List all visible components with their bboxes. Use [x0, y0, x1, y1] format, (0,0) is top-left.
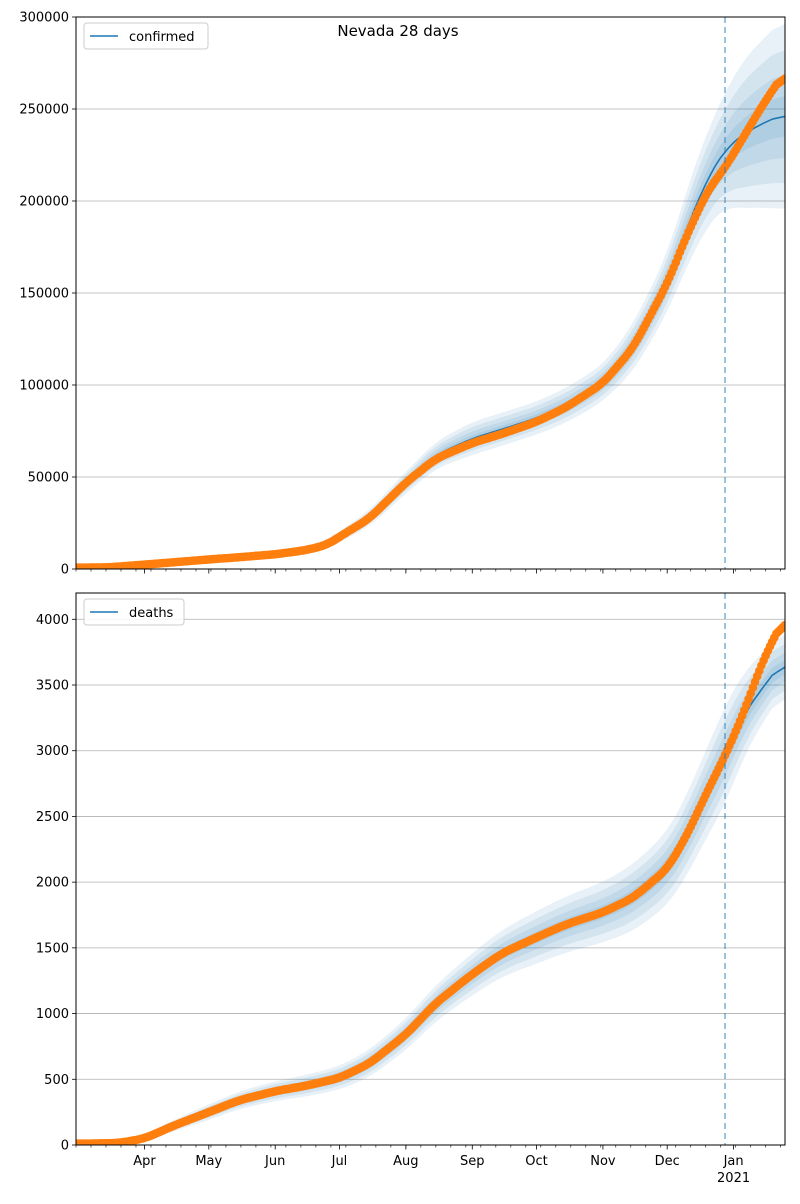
x-tick-label: Jan	[723, 1154, 744, 1169]
legend-label: confirmed	[129, 30, 195, 45]
y-tick-label: 50000	[28, 471, 69, 486]
x-tick-label: Oct	[525, 1154, 547, 1169]
x-tick-label: Dec	[655, 1154, 680, 1169]
y-tick-label: 4000	[36, 613, 69, 628]
y-tick-label: 3000	[36, 744, 69, 759]
y-tick-label: 1500	[36, 941, 69, 956]
legend: confirmed	[83, 22, 209, 50]
x-tick-label: Nov	[590, 1154, 616, 1169]
x-tick-label: Jul	[331, 1154, 348, 1169]
axes-frame	[75, 16, 786, 570]
legend-box	[83, 598, 185, 626]
y-tick-label: 2500	[36, 810, 69, 825]
y-tick-label: 100000	[19, 379, 69, 394]
observed-point	[780, 620, 785, 630]
chart-title: Nevada 28 days	[337, 22, 458, 40]
confirmed-panel: 0 50000 100000 150000 200000 250000 300000 conf…	[19, 11, 786, 578]
y-tick-label: 1000	[36, 1007, 69, 1022]
x-year-label: 2021	[717, 1171, 750, 1186]
y-tick-label: 200000	[19, 195, 69, 210]
observed-point	[780, 74, 785, 83]
y-tick-label: 3500	[36, 679, 69, 694]
y-tick-label: 0	[61, 563, 69, 578]
uncertainty-band	[76, 652, 785, 1145]
y-tick-label: 500	[44, 1073, 69, 1088]
y-tick-label: 0	[61, 1139, 69, 1154]
x-tick-label: Aug	[393, 1154, 418, 1169]
y-tick-label: 250000	[19, 103, 69, 118]
x-tick-label: Sep	[460, 1154, 485, 1169]
legend: deaths	[83, 598, 185, 626]
y-tick-label: 2000	[36, 876, 69, 891]
y-tick-label: 150000	[19, 287, 69, 302]
legend-box	[83, 22, 209, 50]
x-tick-label: Jun	[264, 1154, 285, 1169]
x-tick-label: Apr	[133, 1154, 156, 1169]
x-tick-label: May	[195, 1154, 222, 1169]
confirmed-panel-plot	[76, 24, 785, 569]
deaths-panel: 0 500 1000 1500 2000 2500 3000 3500 4000 Apr May Ju…	[36, 592, 786, 1186]
y-tick-label: 300000	[19, 11, 69, 26]
legend-label: deaths	[129, 606, 174, 621]
axes-frame	[75, 592, 786, 1146]
